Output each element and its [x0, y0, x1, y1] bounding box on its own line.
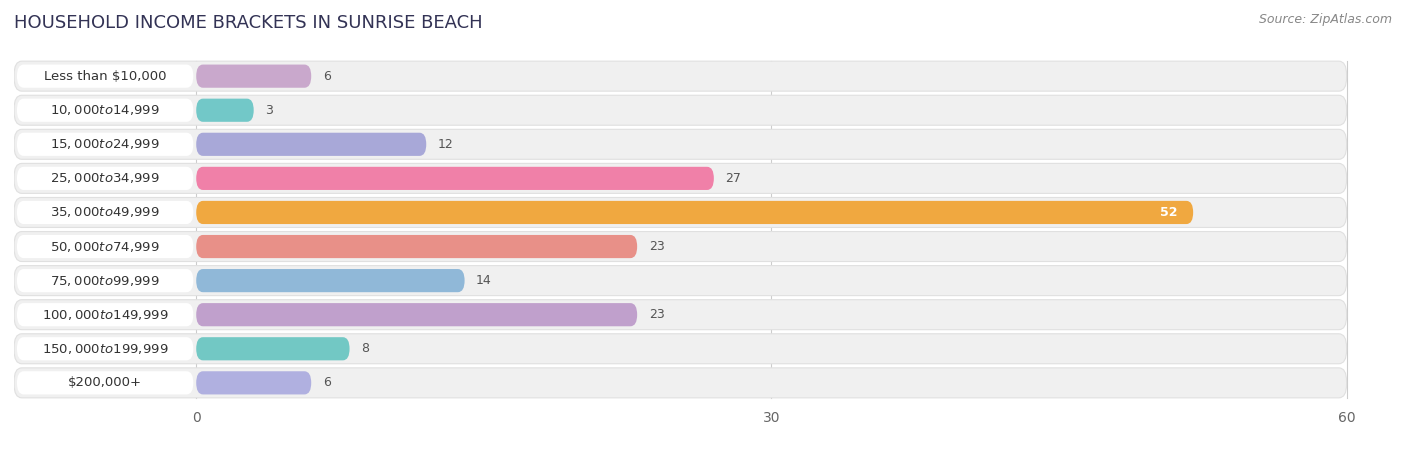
Text: $25,000 to $34,999: $25,000 to $34,999	[51, 171, 160, 185]
Text: 8: 8	[361, 342, 370, 355]
Text: Less than $10,000: Less than $10,000	[44, 70, 166, 83]
FancyBboxPatch shape	[197, 303, 637, 326]
Text: 23: 23	[648, 308, 665, 321]
FancyBboxPatch shape	[17, 99, 194, 122]
Text: HOUSEHOLD INCOME BRACKETS IN SUNRISE BEACH: HOUSEHOLD INCOME BRACKETS IN SUNRISE BEA…	[14, 14, 482, 32]
Text: Source: ZipAtlas.com: Source: ZipAtlas.com	[1258, 14, 1392, 27]
FancyBboxPatch shape	[17, 235, 194, 258]
Text: $100,000 to $149,999: $100,000 to $149,999	[42, 308, 169, 322]
Text: 23: 23	[648, 240, 665, 253]
FancyBboxPatch shape	[14, 198, 1347, 227]
Text: 12: 12	[437, 138, 454, 151]
FancyBboxPatch shape	[17, 303, 194, 326]
FancyBboxPatch shape	[17, 337, 194, 360]
Text: $10,000 to $14,999: $10,000 to $14,999	[51, 103, 160, 117]
FancyBboxPatch shape	[17, 371, 194, 395]
Text: 27: 27	[725, 172, 741, 185]
FancyBboxPatch shape	[197, 133, 426, 156]
FancyBboxPatch shape	[14, 129, 1347, 159]
FancyBboxPatch shape	[14, 266, 1347, 296]
Text: 3: 3	[266, 104, 273, 117]
FancyBboxPatch shape	[14, 61, 1347, 91]
Text: $150,000 to $199,999: $150,000 to $199,999	[42, 342, 169, 356]
FancyBboxPatch shape	[197, 167, 714, 190]
FancyBboxPatch shape	[197, 371, 311, 395]
FancyBboxPatch shape	[197, 64, 311, 88]
Text: $15,000 to $24,999: $15,000 to $24,999	[51, 137, 160, 151]
FancyBboxPatch shape	[197, 337, 350, 360]
FancyBboxPatch shape	[197, 201, 1194, 224]
FancyBboxPatch shape	[197, 235, 637, 258]
FancyBboxPatch shape	[14, 95, 1347, 125]
Text: $35,000 to $49,999: $35,000 to $49,999	[51, 206, 160, 220]
Text: 14: 14	[477, 274, 492, 287]
Text: 6: 6	[323, 376, 330, 389]
FancyBboxPatch shape	[14, 368, 1347, 398]
FancyBboxPatch shape	[17, 269, 194, 292]
Text: $75,000 to $99,999: $75,000 to $99,999	[51, 274, 160, 288]
FancyBboxPatch shape	[14, 300, 1347, 330]
FancyBboxPatch shape	[17, 133, 194, 156]
Text: $200,000+: $200,000+	[67, 376, 142, 389]
Text: $50,000 to $74,999: $50,000 to $74,999	[51, 239, 160, 253]
FancyBboxPatch shape	[17, 167, 194, 190]
FancyBboxPatch shape	[14, 232, 1347, 261]
FancyBboxPatch shape	[197, 269, 464, 292]
Text: 52: 52	[1160, 206, 1178, 219]
FancyBboxPatch shape	[14, 334, 1347, 364]
FancyBboxPatch shape	[17, 64, 194, 88]
FancyBboxPatch shape	[17, 201, 194, 224]
Text: 6: 6	[323, 70, 330, 83]
FancyBboxPatch shape	[14, 163, 1347, 194]
FancyBboxPatch shape	[197, 99, 253, 122]
